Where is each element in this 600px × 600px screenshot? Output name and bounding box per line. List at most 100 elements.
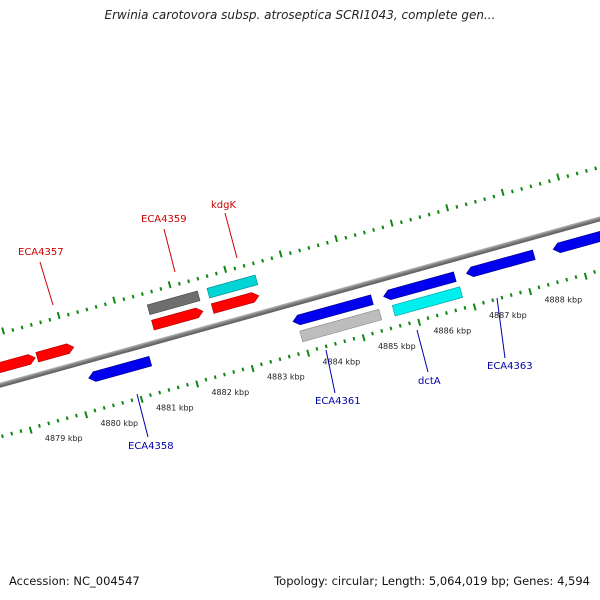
gene-arrow-forward[interactable] xyxy=(0,353,37,376)
minor-tick xyxy=(19,429,23,433)
minor-tick xyxy=(29,322,33,327)
minor-tick xyxy=(483,197,487,202)
kbp-label: 4886 kbp xyxy=(433,326,471,335)
minor-tick xyxy=(260,362,263,367)
gene-arrow-reverse[interactable] xyxy=(292,294,374,327)
major-tick xyxy=(195,380,200,388)
minor-tick xyxy=(491,298,495,303)
minor-tick xyxy=(455,204,459,209)
minor-tick xyxy=(546,282,550,287)
outer-tick-track xyxy=(1,166,598,335)
gene-feature-gray[interactable] xyxy=(146,290,201,315)
minor-tick xyxy=(150,289,154,294)
minor-tick xyxy=(288,251,292,255)
minor-tick xyxy=(593,270,596,274)
minor-tick xyxy=(48,317,52,322)
minor-tick xyxy=(261,258,265,263)
minor-tick xyxy=(122,297,126,302)
minor-tick xyxy=(352,336,356,341)
gene-label-forward[interactable]: ECA4357 xyxy=(18,247,64,258)
minor-tick xyxy=(556,280,559,285)
minor-tick xyxy=(56,418,60,423)
kbp-label: 4880 kbp xyxy=(100,419,138,428)
minor-tick xyxy=(186,382,189,387)
gene-label-reverse[interactable]: dctA xyxy=(418,376,441,387)
minor-tick xyxy=(121,400,125,405)
minor-tick xyxy=(10,431,14,436)
minor-tick xyxy=(85,307,89,312)
gene-label-reverse[interactable]: ECA4363 xyxy=(487,361,533,372)
minor-tick xyxy=(574,275,578,280)
kbp-label: 4883 kbp xyxy=(267,373,305,382)
accession-text: Accession: NC_004547 xyxy=(9,574,140,588)
gene-label-reverse[interactable]: ECA4358 xyxy=(128,441,174,452)
gene-arrow-forward[interactable] xyxy=(210,291,260,314)
major-tick xyxy=(56,311,61,320)
gene-label-lines xyxy=(39,212,506,438)
minor-tick xyxy=(325,240,329,245)
kbp-ruler: 4879 kbp 4880 kbp 4881 kbp 4882 kbp 4883 kbp… xyxy=(45,280,600,443)
minor-tick xyxy=(537,285,541,290)
major-tick xyxy=(361,334,366,342)
major-tick xyxy=(528,287,533,296)
minor-tick xyxy=(324,344,328,349)
gene-labels: ECA4357 ECA4359 kdgK ECA4358 ECA4361 dct… xyxy=(18,200,533,452)
minor-tick xyxy=(204,377,208,382)
minor-tick xyxy=(344,235,348,240)
kbp-label: 4888 kbp xyxy=(544,296,582,305)
minor-tick xyxy=(538,181,542,186)
minor-tick xyxy=(463,305,467,310)
major-tick xyxy=(1,327,6,335)
gene-arrow-reverse[interactable] xyxy=(465,249,536,278)
genome-strip: 4879 kbp 4880 kbp 4881 kbp 4882 kbp 4883 kbp… xyxy=(0,166,600,443)
minor-tick xyxy=(426,316,430,321)
minor-tick xyxy=(0,434,4,439)
kbp-label: 4879 kbp xyxy=(45,434,83,443)
minor-tick xyxy=(343,339,347,344)
gene-feature-cyan[interactable] xyxy=(206,274,259,299)
gene-feature-light-gray[interactable] xyxy=(299,308,383,343)
minor-tick xyxy=(158,390,162,395)
minor-tick xyxy=(149,393,152,398)
kbp-label: 4884 kbp xyxy=(322,357,360,366)
minor-tick xyxy=(38,423,41,428)
minor-tick xyxy=(492,194,496,199)
gene-arrow-reverse[interactable] xyxy=(382,271,457,301)
minor-tick xyxy=(334,341,337,346)
major-tick xyxy=(84,411,89,419)
leader-line xyxy=(136,393,149,438)
genome-backbone xyxy=(0,187,600,417)
minor-tick xyxy=(427,212,431,217)
gene-feature-cyan[interactable] xyxy=(391,286,464,317)
gene-arrow-forward[interactable] xyxy=(151,306,205,331)
minor-tick xyxy=(399,220,403,225)
major-tick xyxy=(472,303,477,311)
minor-tick xyxy=(102,405,106,410)
minor-tick xyxy=(213,375,217,380)
minor-tick xyxy=(315,346,319,351)
minor-tick xyxy=(436,210,440,214)
minor-tick xyxy=(435,313,439,318)
minor-tick xyxy=(20,325,24,330)
gene-label-reverse[interactable]: ECA4361 xyxy=(315,396,361,407)
gene-arrow-reverse[interactable] xyxy=(552,221,600,255)
minor-tick xyxy=(398,323,402,328)
minor-tick xyxy=(371,331,374,336)
minor-tick xyxy=(380,329,384,333)
minor-tick xyxy=(509,293,513,298)
minor-tick xyxy=(241,367,245,372)
minor-tick xyxy=(167,388,171,392)
gene-arrow-forward[interactable] xyxy=(35,342,75,363)
gene-label-forward[interactable]: kdgK xyxy=(211,200,236,211)
minor-tick xyxy=(298,248,302,253)
inner-tick-track xyxy=(0,270,596,439)
leader-line xyxy=(39,261,54,306)
major-tick xyxy=(250,364,255,373)
minor-tick xyxy=(270,256,274,261)
gene-arrow-reverse[interactable] xyxy=(87,355,153,383)
minor-tick xyxy=(187,279,191,284)
minor-tick xyxy=(242,263,246,268)
gene-label-forward[interactable]: ECA4359 xyxy=(141,214,187,225)
minor-tick xyxy=(94,304,98,309)
minor-tick xyxy=(232,370,236,374)
